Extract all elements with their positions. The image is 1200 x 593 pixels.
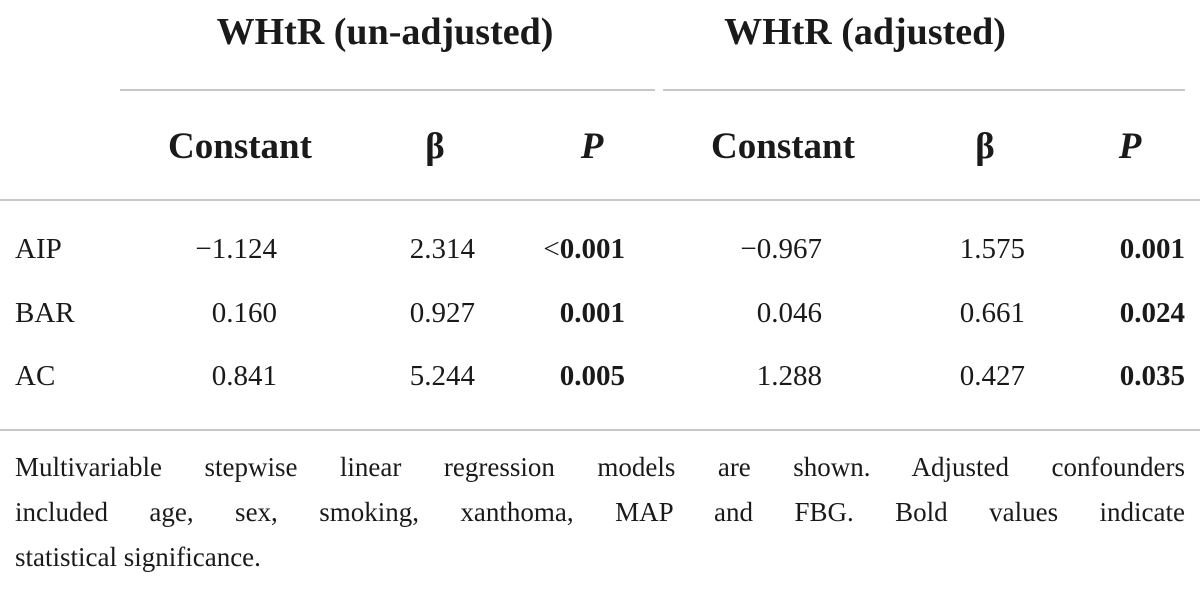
column-header: P [580, 126, 604, 167]
footer-rule [0, 429, 1200, 431]
cell-value: 0.001 [559, 233, 625, 265]
cell: 0.001 [560, 297, 625, 330]
cell: 0.001 [1120, 233, 1185, 266]
row-label: AC [15, 360, 56, 392]
cell-value: 1.575 [959, 233, 1025, 265]
cell: 0.160 [212, 297, 277, 330]
cell-value: 5.244 [409, 360, 475, 392]
column-header: β [975, 126, 995, 167]
cell-value: 1.288 [756, 360, 822, 392]
cell-value: 0.427 [959, 360, 1025, 392]
cell-value: 0.035 [1119, 360, 1185, 392]
cell: 0.427 [960, 360, 1025, 393]
cell-value: 0.160 [211, 297, 277, 329]
footnote-line: Multivariable stepwise linear regression… [15, 452, 1185, 482]
footnote-line: statistical significance. [15, 542, 261, 572]
cell: 0.046 [757, 297, 822, 330]
cell: −0.967 [740, 233, 822, 266]
group-header: WHtR (adjusted) [724, 11, 1006, 53]
column-header: Constant [168, 126, 312, 167]
cell-value: 2.314 [409, 233, 475, 265]
cell-value: 0.927 [409, 297, 475, 329]
cell: 1.288 [757, 360, 822, 393]
cell-value: 0.841 [211, 360, 277, 392]
cell-value: 0.001 [559, 297, 625, 329]
cell: 0.005 [560, 360, 625, 393]
row-label: AIP [15, 233, 62, 265]
column-header: Constant [711, 126, 855, 167]
cell: 0.024 [1120, 297, 1185, 330]
cell: −1.124 [195, 233, 277, 266]
cell: 2.314 [410, 233, 475, 266]
cell-prefix: < [543, 233, 560, 265]
cell-value: −1.124 [195, 233, 277, 265]
cell-value: 0.005 [559, 360, 625, 392]
cell-value: 0.001 [1119, 233, 1185, 265]
cell: 0.841 [212, 360, 277, 393]
cell: 0.927 [410, 297, 475, 330]
cell-value: 0.661 [959, 297, 1025, 329]
cell: 0.035 [1120, 360, 1185, 393]
header-rule [0, 199, 1200, 201]
group-rule [663, 89, 1185, 91]
cell-value: −0.967 [740, 233, 822, 265]
column-header: P [1118, 126, 1142, 167]
cell: <0.001 [543, 233, 625, 266]
column-header: β [425, 126, 445, 167]
footnote-line: included age, sex, smoking, xanthoma, MA… [15, 497, 1185, 527]
group-header: WHtR (un-adjusted) [216, 11, 554, 53]
cell: 0.661 [960, 297, 1025, 330]
cell-value: 0.046 [756, 297, 822, 329]
cell: 1.575 [960, 233, 1025, 266]
cell-value: 0.024 [1119, 297, 1185, 329]
group-rule [120, 89, 655, 91]
cell: 5.244 [410, 360, 475, 393]
row-label: BAR [15, 297, 75, 329]
